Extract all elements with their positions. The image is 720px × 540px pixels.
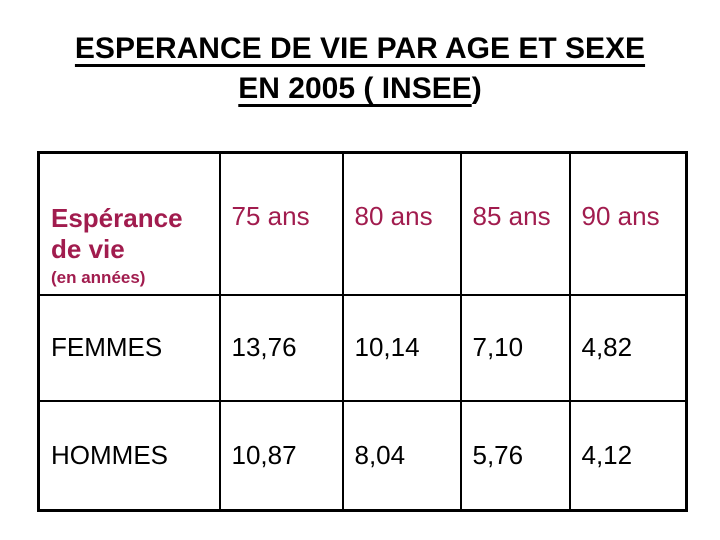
value-femmes-90: 4,82	[568, 293, 688, 402]
value-hommes-80: 8,04	[341, 399, 462, 512]
table-header-row: Espérance de vie (en années) 75 ans 80 a…	[37, 151, 688, 296]
age-column-header-80: 80 ans	[341, 151, 462, 296]
value-femmes-75: 13,76	[218, 293, 344, 402]
value-femmes-80: 10,14	[341, 293, 462, 402]
value-hommes-85: 5,76	[459, 399, 571, 512]
life-expectancy-table: Espérance de vie (en années) 75 ans 80 a…	[37, 151, 688, 512]
slide-title-line2-suffix: )	[471, 72, 482, 105]
table-row-femmes: FEMMES 13,76 10,14 7,10 4,82	[37, 293, 688, 402]
table-row-hommes: HOMMES 10,87 8,04 5,76 4,12	[37, 399, 688, 512]
age-column-header-85: 85 ans	[459, 151, 571, 296]
slide-title-line1: ESPERANCE DE VIE PAR AGE ET SEXE	[74, 32, 646, 65]
row-label-femmes: FEMMES	[37, 293, 221, 402]
corner-label-line1: Espérance	[51, 202, 183, 233]
value-hommes-90: 4,12	[568, 399, 688, 512]
value-femmes-85: 7,10	[459, 293, 571, 402]
age-column-header-75: 75 ans	[218, 151, 344, 296]
slide-title: ESPERANCE DE VIE PAR AGE ET SEXE EN 2005…	[0, 29, 720, 109]
age-column-header-90: 90 ans	[568, 151, 688, 296]
corner-label-line2: de vie	[51, 233, 125, 264]
corner-note: (en années)	[51, 267, 146, 287]
row-label-hommes: HOMMES	[37, 399, 221, 512]
table-corner-cell: Espérance de vie (en années)	[37, 151, 221, 296]
slide-title-line2: EN 2005 ( INSEE)	[238, 72, 482, 105]
value-hommes-75: 10,87	[218, 399, 344, 512]
